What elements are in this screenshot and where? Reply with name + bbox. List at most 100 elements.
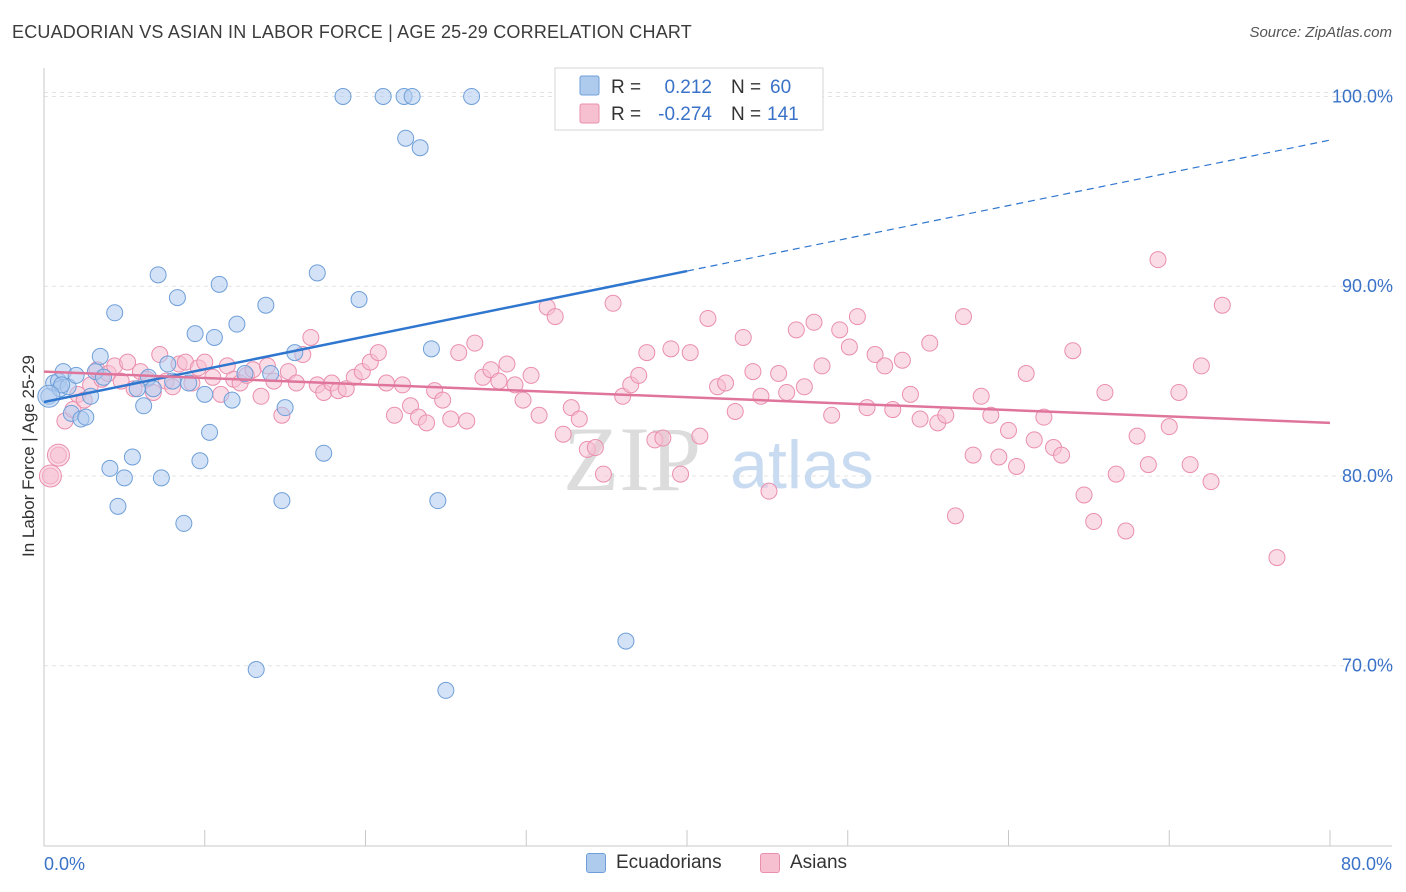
ecuadorian-point (101, 459, 119, 477)
asian-point (46, 443, 70, 467)
ecuadorians-r-label: R = (611, 77, 641, 98)
asian-point (119, 353, 137, 371)
ecuadorian-point (210, 275, 228, 293)
chart-title: ECUADORIAN VS ASIAN IN LABOR FORCE | AGE… (12, 22, 692, 42)
ecuadorian-point (411, 139, 429, 157)
asian-point (1149, 251, 1167, 269)
asian-point (369, 344, 387, 362)
ecuadorian-point (334, 87, 352, 105)
asians-legend-label: Asians (790, 852, 848, 873)
asian-point (546, 308, 564, 326)
ecuadorian-point (374, 87, 392, 105)
ecuadorian-point (308, 264, 326, 282)
asian-point (252, 387, 270, 405)
ecuadorian-point (422, 340, 440, 358)
ecuadorian-point (106, 304, 124, 322)
ecuadorians-n-label: N = (731, 77, 761, 98)
ecuadorian-point (77, 408, 95, 426)
ecuadorian-point (91, 347, 109, 365)
ecuadorian-point (617, 632, 635, 650)
asian-point (434, 391, 452, 409)
asian-point (1170, 383, 1188, 401)
asian-point (1202, 473, 1220, 491)
asian-point (377, 374, 395, 392)
ecuadorians-trend-extension (686, 139, 1331, 272)
asian-point (744, 363, 762, 381)
ecuadorian-point (262, 365, 280, 383)
asian-point (901, 385, 919, 403)
asians-stats-swatch (579, 103, 600, 124)
asian-point (1025, 431, 1043, 449)
x-axis-ticks (43, 830, 1331, 846)
asian-point (778, 383, 796, 401)
asian-point (823, 406, 841, 424)
asian-point (1064, 342, 1082, 360)
asian-point (594, 465, 612, 483)
x-max-label: 80.0% (1341, 854, 1392, 874)
watermark-atlas: atlas (730, 427, 874, 503)
asian-point (466, 334, 484, 352)
asian-point (972, 387, 990, 405)
ecuadorians-stats-swatch (579, 75, 600, 96)
asian-point (813, 357, 831, 375)
y-tick-labels: 70.0% 80.0% 90.0% 100.0% (1332, 86, 1393, 675)
asian-point (1085, 513, 1103, 531)
asian-point (458, 412, 476, 430)
asian-point (866, 346, 884, 364)
asian-point (681, 344, 699, 362)
ecuadorian-point (67, 366, 85, 384)
asian-point (554, 425, 572, 443)
asian-point (1213, 296, 1231, 314)
asian-point (831, 321, 849, 339)
asian-point (848, 308, 866, 326)
asian-point (982, 406, 1000, 424)
ecuadorian-point (37, 384, 61, 408)
asian-point (1117, 522, 1135, 540)
legend-item-asians[interactable]: Asians (760, 852, 847, 874)
ecuadorian-point (315, 444, 333, 462)
y-tick-label: 80.0% (1342, 466, 1393, 486)
y-tick-label: 100.0% (1332, 86, 1393, 106)
ecuadorian-point (53, 376, 71, 394)
asian-point (1128, 427, 1146, 445)
asians-n-value: 141 (767, 104, 799, 125)
asian-point (1268, 549, 1286, 567)
asian-point (570, 410, 588, 428)
y-axis-title: In Labor Force | Age 25-29 (19, 355, 38, 557)
asians-r-value: -0.274 (658, 104, 712, 125)
asians-legend-swatch (760, 853, 780, 873)
asian-point (418, 414, 436, 432)
asian-point (717, 374, 735, 392)
asian-point (760, 482, 778, 500)
asian-point (638, 344, 656, 362)
asian-point (787, 321, 805, 339)
asian-point (450, 344, 468, 362)
y-tick-label: 90.0% (1342, 276, 1393, 296)
ecuadorians-points (37, 87, 635, 699)
ecuadorian-point (196, 385, 214, 403)
asian-point (691, 427, 709, 445)
asian-point (662, 340, 680, 358)
ecuadorian-point (205, 328, 223, 346)
legend-item-ecuadorians[interactable]: Ecuadorians (586, 852, 722, 874)
ecuadorians-legend-swatch (586, 853, 606, 873)
y-tick-label: 70.0% (1342, 656, 1393, 676)
ecuadorian-point (144, 380, 162, 398)
series-legend: Ecuadorians Asians (0, 852, 1406, 878)
ecuadorians-n-value: 60 (770, 77, 791, 98)
source-label: Source: ZipAtlas.com (1249, 24, 1392, 41)
asian-point (726, 402, 744, 420)
asian-point (858, 399, 876, 417)
asian-point (1017, 365, 1035, 383)
asian-point (506, 376, 524, 394)
ecuadorian-point (228, 315, 246, 333)
ecuadorian-point (159, 355, 177, 373)
asian-point (630, 366, 648, 384)
asian-point (795, 378, 813, 396)
ecuadorian-point (429, 492, 447, 510)
asians-trend-line (43, 370, 1331, 425)
asian-point (990, 448, 1008, 466)
asian-point (514, 391, 532, 409)
trend-lines (43, 139, 1331, 425)
